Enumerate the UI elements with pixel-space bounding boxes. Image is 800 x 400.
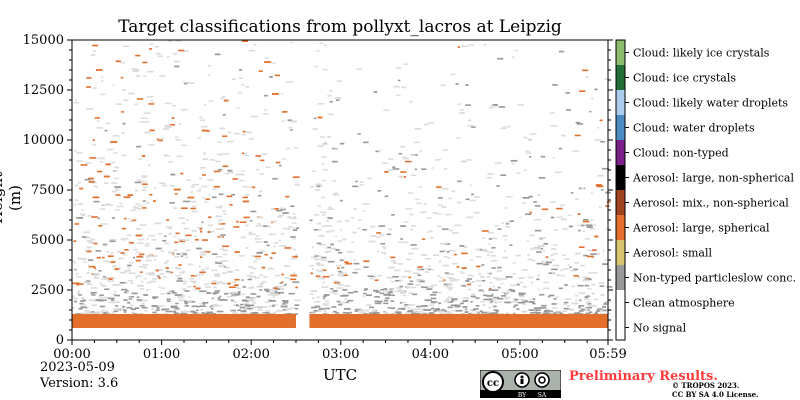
preliminary-results-note: Preliminary Results. [569, 369, 718, 384]
cc-license-badge: cc BY SA [480, 370, 561, 398]
colorbar-label: Clean atmosphere [633, 297, 735, 310]
version-label: Version: 3.6 [40, 376, 119, 391]
badge-by-text: BY [518, 392, 527, 398]
colorbar-swatch [616, 240, 625, 265]
colorbar-swatch [616, 165, 625, 190]
y-tick-label: 10000 [23, 133, 64, 148]
colorbar-swatch [616, 40, 625, 65]
colorbar-swatch [616, 215, 625, 240]
colorbar-swatch [616, 140, 625, 165]
copyright-line-1: © TROPOS 2023. [672, 381, 740, 390]
x-tick-label: 00:00 [53, 347, 90, 362]
colorbar-label: Cloud: water droplets [633, 122, 755, 135]
x-tick-label: 01:00 [143, 347, 180, 362]
y-tick-label: 5000 [31, 233, 64, 248]
date-label: 2023-05-09 [40, 360, 115, 375]
colorbar-swatch [616, 65, 625, 90]
colorbar-swatch [616, 265, 625, 290]
colorbar-frame [615, 39, 626, 341]
colorbar-swatch [616, 290, 625, 315]
x-tick-label: 03:00 [322, 347, 359, 362]
plot-axes: 0 2500 5000 7500 10000 12500 15000 00:00 01:00 02… [23, 33, 627, 362]
y-tick-label: 7500 [31, 183, 64, 198]
y-tick-label: 12500 [23, 83, 64, 98]
colorbar-swatch [616, 315, 625, 340]
x-tick-label: 05:59 [589, 347, 626, 362]
svg-text:cc: cc [487, 378, 499, 389]
classification-field [72, 40, 614, 328]
field-texture [72, 40, 614, 316]
badge-sa-text: SA [538, 392, 547, 398]
colorbar-label: Cloud: likely water droplets [633, 97, 788, 110]
y-axis-label: Height (m) [0, 171, 24, 225]
colorbar: No signal Clean atmosphere Non-typed parti… [615, 39, 796, 341]
y-tick-label: 0 [56, 333, 64, 348]
colorbar-label: Cloud: ice crystals [633, 72, 736, 85]
x-tick-label: 04:00 [412, 347, 449, 362]
plot-frame [71, 39, 609, 341]
x-axis-label: UTC [322, 366, 358, 384]
x-tick-label: 05:00 [501, 347, 538, 362]
colorbar-label: Cloud: likely ice crystals [633, 47, 770, 60]
colorbar-label: No signal [633, 322, 687, 335]
colorbar-label: Aerosol: large, non-spherical [632, 172, 794, 185]
copyright-line-2: CC BY SA 4.0 License. [672, 390, 759, 399]
colorbar-swatch [616, 190, 625, 215]
colorbar-label: Aerosol: small [632, 247, 712, 260]
chart-title: Target classifications from pollyxt_lacr… [118, 17, 562, 37]
colorbar-label: Cloud: non-typed [633, 147, 729, 160]
colorbar-label: Aerosol: large, spherical [632, 222, 770, 235]
colorbar-label: Non-typed particleslow conc. [633, 272, 796, 285]
colorbar-label: Aerosol: mix., non-spherical [632, 197, 789, 210]
colorbar-swatch [616, 115, 625, 140]
y-tick-label: 2500 [31, 283, 64, 298]
aerosol-layer-right [309, 314, 608, 328]
aerosol-layer-left [72, 314, 296, 328]
x-tick-label: 02:00 [232, 347, 269, 362]
y-tick-label: 15000 [23, 33, 64, 48]
colorbar-swatch [616, 90, 625, 115]
copyright-note: © TROPOS 2023. CC BY SA 4.0 License. [672, 381, 759, 399]
